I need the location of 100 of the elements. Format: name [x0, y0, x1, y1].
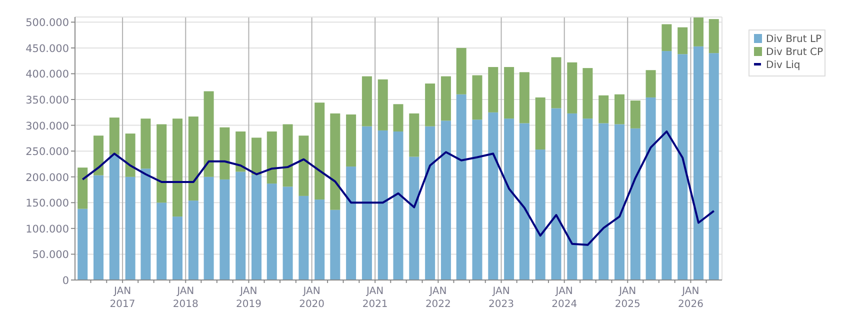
bar	[693, 46, 704, 280]
x-tick-label: JAN 2023	[488, 286, 514, 310]
bar	[362, 126, 372, 280]
x-tick-label: JAN 2026	[678, 286, 704, 310]
bar	[188, 200, 198, 280]
bar	[630, 128, 640, 280]
bar	[519, 72, 530, 124]
y-tick-label: 450.000	[26, 42, 69, 55]
bar	[456, 94, 466, 280]
bar	[456, 48, 466, 94]
bar	[266, 184, 277, 280]
bar	[582, 68, 593, 119]
bar	[236, 131, 246, 172]
bar	[551, 57, 562, 108]
bar	[346, 114, 356, 167]
bar	[78, 168, 88, 209]
bar	[140, 118, 151, 169]
legend-label: Div Brut CP	[766, 47, 823, 58]
line-series	[82, 130, 715, 246]
bar	[109, 154, 120, 280]
bar	[440, 76, 451, 121]
bar	[393, 131, 404, 280]
bar	[646, 70, 656, 98]
x-tick-label: JAN 2024	[552, 286, 578, 310]
bar	[125, 176, 136, 280]
bar	[204, 91, 214, 177]
bar	[472, 120, 482, 280]
bar	[298, 136, 309, 196]
bar	[646, 97, 656, 280]
bar	[156, 202, 167, 280]
x-tick-label: JAN 2020	[299, 286, 325, 310]
bar	[252, 138, 262, 175]
bar	[678, 27, 688, 54]
bar	[346, 166, 356, 280]
bar	[409, 156, 420, 280]
bar	[567, 113, 578, 280]
bar	[708, 53, 719, 280]
bar	[409, 113, 420, 157]
y-tick-label: 500.000	[26, 17, 69, 30]
bar	[94, 136, 104, 176]
x-tick-label: JAN 2025	[614, 286, 640, 310]
bar	[425, 84, 436, 126]
bar	[109, 118, 120, 155]
bar	[140, 168, 151, 280]
bar	[252, 174, 262, 280]
bar	[708, 19, 719, 54]
bar	[266, 131, 277, 184]
bar	[172, 216, 183, 280]
bar	[567, 62, 578, 114]
bar	[188, 116, 198, 201]
bar	[156, 124, 167, 203]
bar	[330, 113, 340, 210]
bar	[393, 104, 404, 132]
bar	[220, 127, 230, 180]
bar	[630, 100, 640, 128]
y-tick-label: 0	[62, 275, 69, 287]
bar	[504, 118, 514, 280]
bar	[362, 76, 372, 126]
bar	[282, 186, 293, 280]
bar	[551, 108, 562, 280]
bar	[535, 150, 546, 280]
bar	[298, 196, 309, 280]
y-tick-label: 100.000	[26, 223, 69, 236]
bar	[425, 126, 436, 280]
y-tick-label: 250.000	[26, 146, 69, 158]
bar	[614, 94, 624, 124]
y-tick-label: 300.000	[26, 120, 69, 132]
bar	[125, 134, 136, 177]
y-tick-label: 400.000	[26, 68, 69, 81]
bar	[236, 172, 246, 280]
bar	[535, 97, 546, 150]
bar	[440, 120, 451, 280]
legend-label: Div Liq	[766, 60, 800, 71]
bar	[472, 75, 482, 120]
bar	[662, 24, 672, 52]
bar	[582, 118, 593, 280]
bar	[94, 175, 104, 280]
legend-label: Div Brut LP	[766, 34, 822, 45]
bar	[598, 95, 609, 124]
x-tick-label: JAN 2022	[425, 286, 451, 310]
bar	[598, 123, 609, 280]
bar	[488, 112, 498, 280]
bar	[314, 200, 325, 280]
y-tick-label: 350.000	[26, 94, 69, 107]
y-tick-label: 200.000	[26, 172, 69, 184]
bar	[504, 67, 514, 119]
bar	[282, 124, 293, 187]
bar	[378, 79, 388, 130]
bar	[378, 130, 388, 280]
bar	[330, 210, 340, 280]
bar	[693, 18, 704, 46]
x-tick-label: JAN 2017	[110, 286, 136, 310]
bar	[519, 123, 530, 280]
bar	[314, 102, 325, 200]
bar	[614, 124, 624, 280]
bar	[78, 208, 88, 280]
bar	[662, 51, 672, 280]
y-tick-label: 150.000	[26, 198, 69, 210]
bar	[488, 67, 498, 112]
bar	[204, 176, 214, 280]
